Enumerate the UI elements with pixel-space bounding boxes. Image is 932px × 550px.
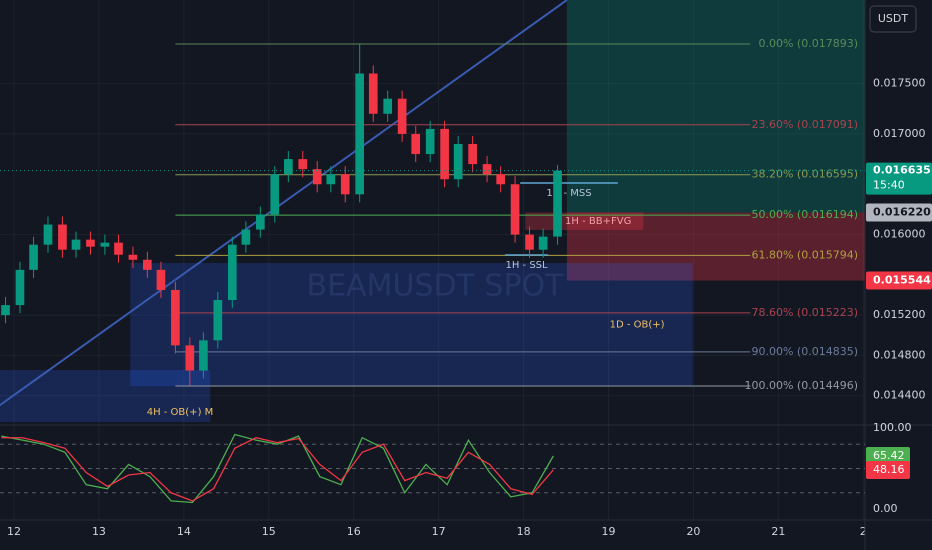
candle-body bbox=[213, 300, 223, 341]
fib-label: 78.60% (0.015223) bbox=[751, 306, 858, 319]
osc-tick-label: 100.00 bbox=[873, 421, 912, 434]
x-tick-label: 17 bbox=[432, 525, 446, 538]
osc-badge bbox=[866, 447, 910, 466]
candle-body bbox=[312, 169, 322, 185]
x-tick-label: 20 bbox=[686, 525, 700, 538]
candle-body bbox=[368, 73, 378, 114]
x-tick-label: 19 bbox=[602, 525, 616, 538]
x-tick-label: 13 bbox=[92, 525, 106, 538]
fib-label: 0.00% (0.017893) bbox=[758, 37, 858, 50]
candle-body bbox=[114, 242, 123, 255]
candle-body bbox=[171, 289, 180, 346]
candle-body bbox=[43, 224, 53, 245]
candle-body bbox=[15, 269, 25, 306]
candle-body bbox=[86, 239, 95, 247]
candle-body bbox=[453, 143, 463, 180]
price-label: 0.016635 bbox=[873, 164, 931, 177]
candle-body bbox=[255, 214, 265, 230]
candle-body bbox=[440, 128, 449, 180]
x-tick-label: 12 bbox=[7, 525, 21, 538]
x-tick-label: 2 bbox=[860, 525, 867, 538]
osc-value-label: 48.16 bbox=[873, 463, 905, 476]
y-tick-label: 0.015200 bbox=[873, 308, 926, 321]
y-tick-label: 0.014400 bbox=[873, 389, 926, 402]
entry-label: 0.016220 bbox=[873, 205, 931, 218]
price-badge bbox=[866, 162, 932, 195]
x-tick-label: 14 bbox=[177, 525, 191, 538]
candle-body bbox=[128, 254, 138, 260]
candle-body bbox=[340, 174, 350, 195]
entry-badge bbox=[866, 203, 932, 222]
stop-label: 0.015544 bbox=[873, 274, 931, 287]
fib-label: 23.60% (0.017091) bbox=[751, 118, 858, 131]
zone bbox=[0, 370, 211, 423]
candle-body bbox=[553, 170, 562, 237]
candle-body bbox=[525, 234, 534, 250]
candle-body bbox=[58, 224, 67, 250]
timer-label: 15:40 bbox=[873, 179, 905, 192]
x-tick-label: 16 bbox=[347, 525, 361, 538]
zone-label: 4H - OB(+) M bbox=[147, 407, 214, 418]
candle-body bbox=[355, 73, 365, 195]
currency-box bbox=[869, 5, 917, 33]
osc-badge bbox=[866, 460, 910, 479]
y-tick-label: 0.017500 bbox=[873, 77, 926, 90]
stop-badge bbox=[866, 271, 932, 290]
zone-label: 1H - BB+FVG bbox=[565, 216, 631, 227]
candle-body bbox=[383, 98, 393, 114]
candle-body bbox=[227, 244, 237, 301]
stop-zone bbox=[566, 212, 865, 281]
candle-body bbox=[270, 174, 280, 215]
candle-body bbox=[199, 340, 208, 371]
fib-label: 100.00% (0.014496) bbox=[744, 379, 858, 392]
y-tick-label: 0.016000 bbox=[873, 228, 926, 241]
fib-label: 90.00% (0.014835) bbox=[751, 345, 858, 358]
y-tick-label: 0.017000 bbox=[873, 127, 926, 140]
osc-tick-label: 0.00 bbox=[873, 502, 898, 515]
zone-label: 1D - OB(+) bbox=[610, 320, 665, 331]
candle-body bbox=[1, 305, 10, 316]
trendline bbox=[0, 0, 568, 406]
x-tick-label: 21 bbox=[771, 525, 785, 538]
zone bbox=[130, 262, 693, 387]
candle-body bbox=[241, 229, 251, 245]
fib-label: 50.00% (0.016194) bbox=[751, 208, 858, 221]
candle-body bbox=[538, 236, 548, 250]
x-tick-label: 18 bbox=[517, 525, 531, 538]
target-zone bbox=[566, 0, 865, 213]
candle-body bbox=[411, 133, 421, 155]
fib-label: 61.80% (0.015794) bbox=[751, 248, 858, 261]
fib-label: 38.20% (0.016595) bbox=[751, 168, 858, 181]
candle-body bbox=[185, 345, 195, 371]
candle-body bbox=[510, 184, 520, 235]
x-tick-label: 15 bbox=[262, 525, 276, 538]
osc-line bbox=[1, 433, 554, 504]
candle-body bbox=[482, 164, 492, 175]
osc-value-label: 65.42 bbox=[873, 449, 905, 462]
candle-body bbox=[326, 174, 336, 185]
currency: USDT bbox=[878, 12, 909, 25]
candle-body bbox=[284, 159, 293, 175]
candle-body bbox=[468, 143, 477, 165]
candle-body bbox=[143, 259, 152, 270]
candle-body bbox=[156, 269, 166, 290]
y-tick-label: 0.014800 bbox=[873, 348, 926, 361]
structure-label: 1H - SSL bbox=[505, 260, 548, 271]
candle-body bbox=[397, 98, 407, 134]
candle-body bbox=[29, 244, 38, 270]
candle-body bbox=[425, 128, 435, 155]
watermark: BEAMUSDT SPOT bbox=[307, 269, 565, 304]
candle-body bbox=[100, 242, 110, 247]
candle-body bbox=[71, 239, 81, 250]
candle-body bbox=[496, 174, 505, 185]
osc-line bbox=[1, 437, 554, 502]
structure-label: 1H - MSS bbox=[546, 188, 591, 199]
candle-body bbox=[298, 159, 308, 170]
